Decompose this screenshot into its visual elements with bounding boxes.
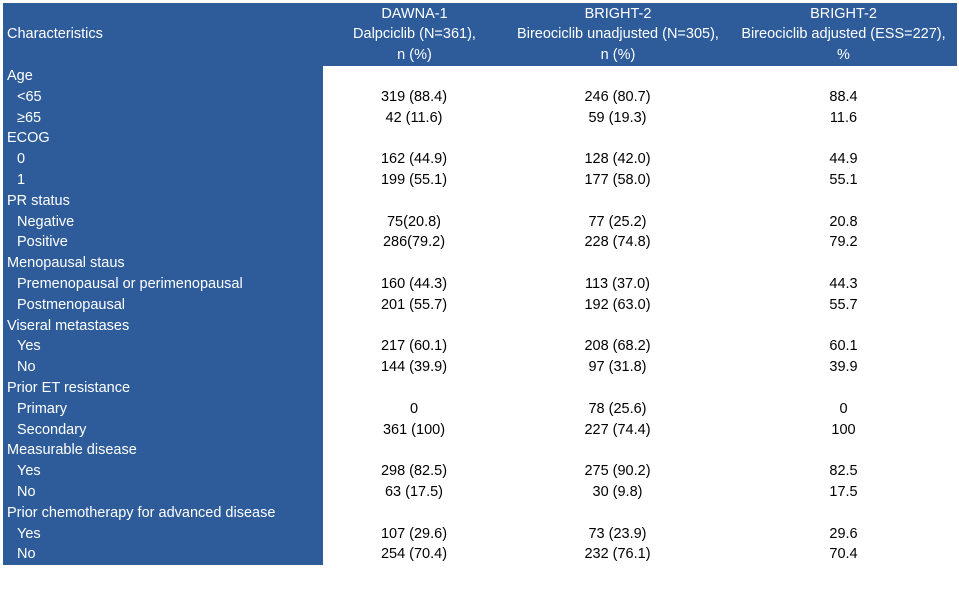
header-cell: DAWNA-1 Dalpciclib (N=361), n (%) <box>323 3 506 66</box>
header-text: BRIGHT-2 <box>584 5 652 22</box>
value-cell: 199 (55.1) <box>380 172 448 188</box>
value-cell: 228 (74.8) <box>584 234 651 251</box>
group-label: Viseral metastases <box>3 315 323 337</box>
header-cell: BRIGHT-2 Bireociclib adjusted (ESS=227),% <box>730 3 957 66</box>
group-label: Prior ET resistance <box>3 378 323 399</box>
value-cell: 160 (44.3) <box>380 276 448 292</box>
value-cell: 162 (44.9) <box>380 151 448 168</box>
value-cell: 73 (23.9) <box>588 525 647 542</box>
value-cell: 55.1 <box>829 172 858 188</box>
row-label: Yes <box>3 336 323 358</box>
value-cell: 42 (11.6) <box>385 109 443 126</box>
value-cell: 201 (55.7) <box>380 296 448 313</box>
header-text: Characteristics <box>7 26 103 43</box>
value-cell: 128 (42.0) <box>584 151 651 168</box>
value-cell: 0 <box>409 400 419 417</box>
header-cell: Characteristics <box>3 3 324 66</box>
row-label: Yes <box>3 523 323 545</box>
header-text: Bireociclib unadjusted (N=305), <box>517 26 719 43</box>
row-label: ≥65 <box>3 107 323 129</box>
value-cell: 30 (9.8) <box>592 484 643 500</box>
value-cell: 63 (17.5) <box>384 484 444 500</box>
row-label: 0 <box>3 149 323 170</box>
value-cell: 17.5 <box>829 484 858 500</box>
value-cell: 254 (70.4) <box>380 546 448 563</box>
value-cell: 29.6 <box>829 525 858 542</box>
row-label: Positive <box>3 232 323 254</box>
group-label: PR status <box>3 190 323 212</box>
row-label: No <box>3 357 323 378</box>
value-cell: 177 (58.0) <box>584 172 651 188</box>
row-label: No <box>3 482 323 503</box>
value-cell: 208 (68.2) <box>584 338 651 355</box>
header-text: n (%) <box>397 46 432 63</box>
value-cell: 361 (100) <box>382 421 446 438</box>
row-label: No <box>3 544 323 566</box>
value-cell: 39.9 <box>829 359 858 376</box>
row-label: Secondary <box>3 419 323 441</box>
header-text: BRIGHT-2 <box>810 5 877 22</box>
row-label: Negative <box>3 211 323 233</box>
row-label: Premenopausal or perimenopausal <box>3 274 323 295</box>
header-cell: BRIGHT-2 Bireociclib unadjusted (N=305), n… <box>505 3 731 66</box>
value-cell: 286(79.2) <box>382 234 446 251</box>
header-text: n (%) <box>600 46 636 63</box>
value-cell: 77 (25.2) <box>588 213 647 230</box>
value-cell: 82.5 <box>829 463 858 480</box>
value-cell: 275 (90.2) <box>584 463 651 480</box>
group-label: Age <box>3 66 323 87</box>
group-label: ECOG <box>3 128 323 150</box>
value-cell: 192 (63.0) <box>584 296 651 313</box>
row-label: Primary <box>3 398 323 420</box>
value-cell: 88.4 <box>829 88 858 105</box>
value-cell: 11.6 <box>829 109 858 126</box>
value-cell: 44.3 <box>829 276 858 292</box>
group-label: Menopausal staus <box>3 253 323 274</box>
value-cell: 70.4 <box>829 546 858 563</box>
value-cell: 44.9 <box>829 151 858 168</box>
value-cell: 59 (19.3) <box>588 109 647 126</box>
value-cell: 113 (37.0) <box>584 276 651 292</box>
group-label: Measurable disease <box>3 440 323 462</box>
value-cell: 298 (82.5) <box>380 463 448 480</box>
value-cell: 144 (39.9) <box>380 359 448 376</box>
value-cell: 319 (88.4) <box>380 88 448 105</box>
value-cell: 55.7 <box>829 296 858 313</box>
value-cell: 97 (31.8) <box>588 359 647 376</box>
header-text: Dalpciclib (N=361), <box>353 26 476 43</box>
value-cell: 20.8 <box>829 213 858 230</box>
value-cell: 75(20.8) <box>386 213 441 230</box>
value-cell: 227 (74.4) <box>584 421 651 438</box>
header-text: % <box>837 46 850 63</box>
value-cell: 0 <box>839 400 848 417</box>
value-cell: 79.2 <box>829 234 858 251</box>
row-label: Postmenopausal <box>3 294 323 316</box>
header-text: DAWNA-1 <box>381 5 448 22</box>
value-cell: 217 (60.1) <box>380 338 448 355</box>
group-label: Prior chemotherapy for advanced disease <box>3 502 323 524</box>
value-cell: 232 (76.1) <box>584 546 651 563</box>
row-label: Yes <box>3 461 323 482</box>
header-text: Bireociclib adjusted (ESS=227), <box>741 26 946 43</box>
row-label: 1 <box>3 170 323 191</box>
row-label: <65 <box>3 86 323 108</box>
value-cell: 107 (29.6) <box>380 525 448 542</box>
value-cell: 60.1 <box>829 338 858 355</box>
value-cell: 100 <box>831 421 856 438</box>
value-cell: 246 (80.7) <box>584 88 651 105</box>
value-cell: 78 (25.6) <box>588 400 647 417</box>
